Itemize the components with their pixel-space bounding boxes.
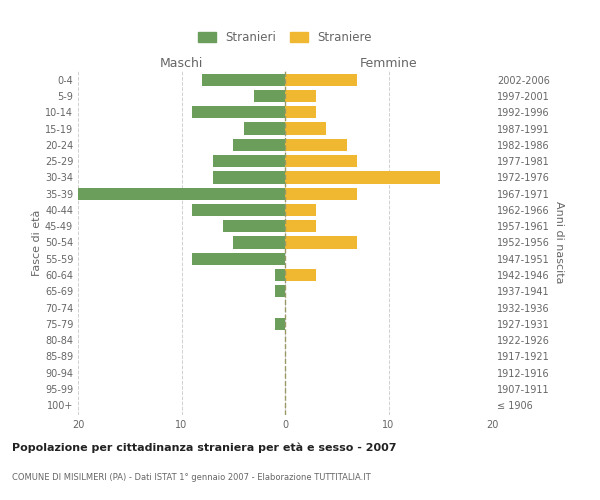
Bar bbox=[285, 90, 316, 102]
Bar bbox=[202, 74, 285, 86]
Bar bbox=[68, 188, 285, 200]
Bar bbox=[285, 269, 316, 281]
Text: COMUNE DI MISILMERI (PA) - Dati ISTAT 1° gennaio 2007 - Elaborazione TUTTITALIA.: COMUNE DI MISILMERI (PA) - Dati ISTAT 1°… bbox=[12, 472, 371, 482]
Bar bbox=[285, 236, 358, 248]
Bar bbox=[285, 106, 316, 118]
Bar bbox=[192, 106, 285, 118]
Bar bbox=[212, 172, 285, 183]
Bar bbox=[275, 269, 285, 281]
Bar bbox=[233, 139, 285, 151]
Bar bbox=[285, 204, 316, 216]
Bar bbox=[285, 74, 358, 86]
Bar bbox=[254, 90, 285, 102]
Bar bbox=[285, 122, 326, 134]
Bar bbox=[192, 252, 285, 265]
Y-axis label: Anni di nascita: Anni di nascita bbox=[554, 201, 563, 284]
Text: Popolazione per cittadinanza straniera per età e sesso - 2007: Popolazione per cittadinanza straniera p… bbox=[12, 442, 397, 453]
Bar bbox=[233, 236, 285, 248]
Bar bbox=[275, 318, 285, 330]
Bar bbox=[285, 220, 316, 232]
Bar bbox=[275, 285, 285, 298]
Bar bbox=[285, 139, 347, 151]
Bar bbox=[212, 155, 285, 167]
Bar bbox=[285, 155, 358, 167]
Text: Maschi: Maschi bbox=[160, 57, 203, 70]
Y-axis label: Fasce di età: Fasce di età bbox=[32, 210, 42, 276]
Legend: Stranieri, Straniere: Stranieri, Straniere bbox=[198, 31, 372, 44]
Bar bbox=[192, 204, 285, 216]
Bar bbox=[244, 122, 285, 134]
Bar bbox=[285, 172, 440, 183]
Bar bbox=[285, 188, 358, 200]
Bar bbox=[223, 220, 285, 232]
Text: Femmine: Femmine bbox=[359, 57, 418, 70]
